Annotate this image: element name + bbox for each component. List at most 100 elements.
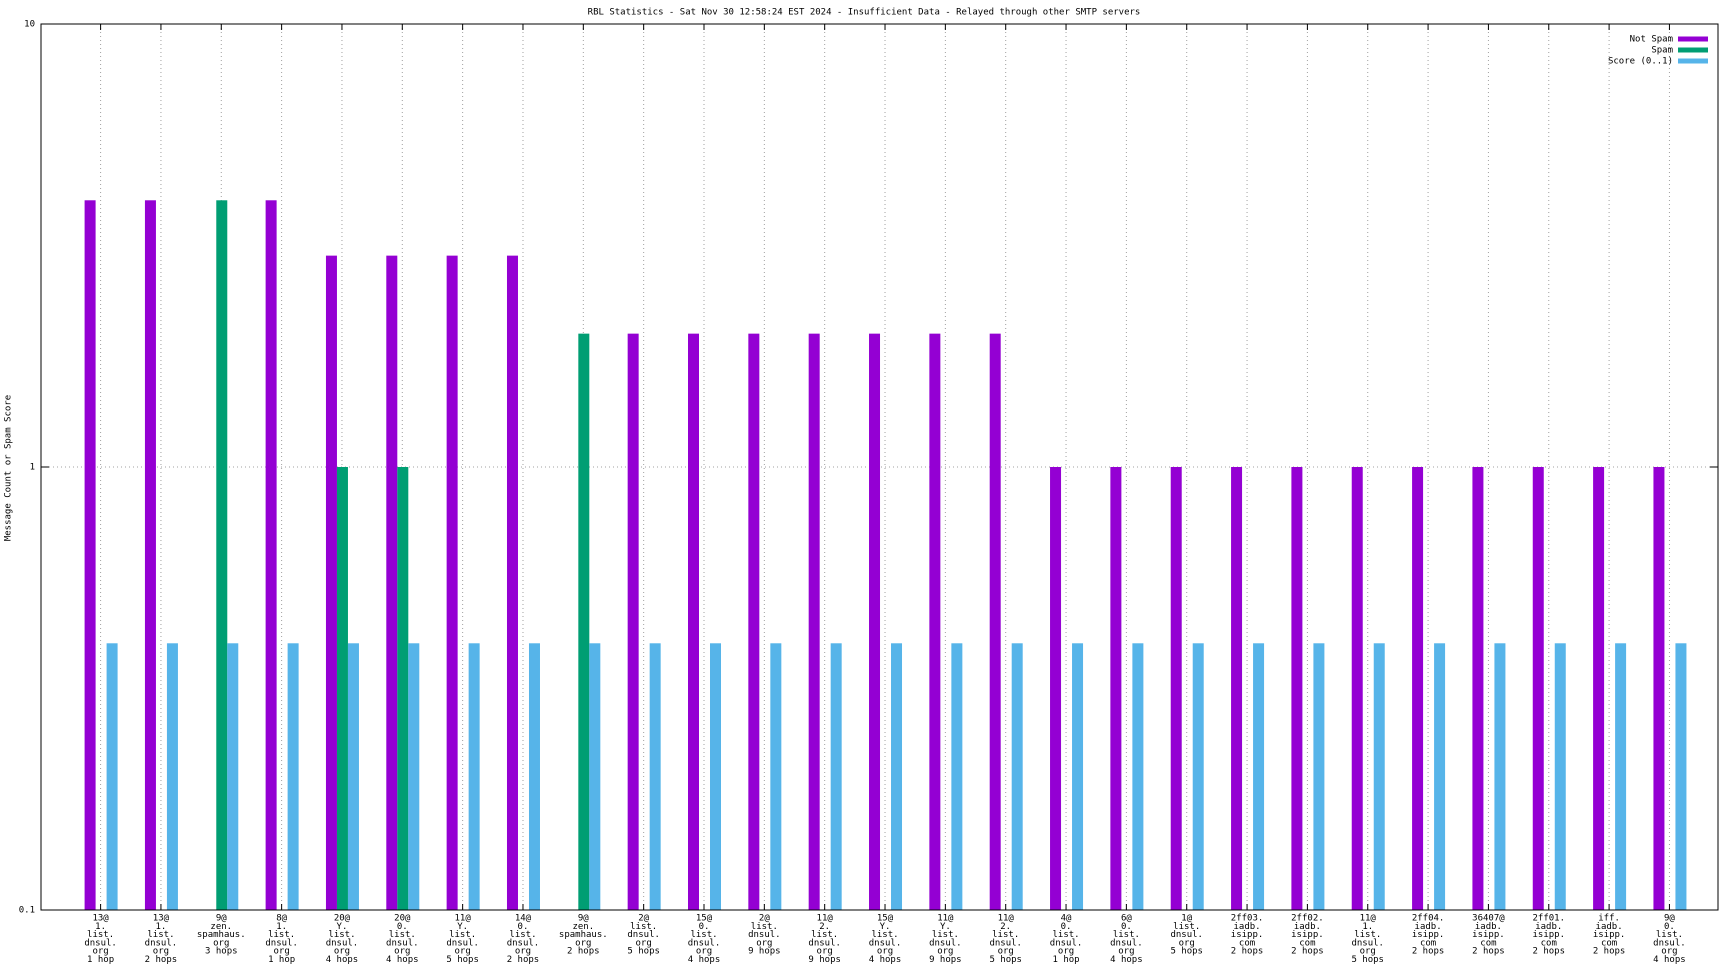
bar	[770, 643, 782, 910]
x-tick-label: iadb.	[1415, 922, 1442, 932]
x-tick-label: 11@	[1360, 914, 1377, 924]
bar	[468, 643, 480, 910]
x-tick-label: org	[696, 947, 712, 957]
bar	[951, 643, 963, 910]
bar	[1192, 643, 1204, 910]
bar	[1231, 467, 1243, 910]
x-tick-label: zen.	[210, 922, 232, 932]
bar	[1615, 643, 1627, 910]
bar	[408, 643, 420, 910]
bar	[1494, 643, 1506, 910]
bar	[216, 200, 228, 911]
x-tick-label: org	[213, 938, 229, 948]
x-tick-label: org	[817, 947, 833, 957]
x-tick-label: 11@	[817, 914, 834, 924]
bar	[1554, 643, 1566, 910]
x-tick-label: 4 hops	[326, 955, 359, 965]
x-tick-label: org	[334, 947, 350, 957]
bar	[929, 333, 941, 911]
x-tick-label: org	[877, 947, 893, 957]
x-tick-label: com	[1480, 938, 1496, 948]
x-tick-label: iadb.	[1535, 922, 1562, 932]
x-tick-label: list.	[268, 930, 295, 940]
bar	[1291, 467, 1303, 910]
x-tick-label: zen.	[572, 922, 594, 932]
x-tick-label: com	[1420, 938, 1436, 948]
bar	[265, 200, 277, 911]
x-tick-label: spamhaus.	[559, 930, 608, 940]
bar	[1373, 643, 1385, 910]
x-tick-label: iff.	[1598, 914, 1620, 924]
x-tick-label: isipp.	[1593, 930, 1626, 940]
bar	[106, 643, 118, 910]
x-tick-label: 2ff04.	[1412, 914, 1445, 924]
x-tick-label: dnsul.	[1170, 930, 1203, 940]
x-tick-label: 2ff03.	[1231, 914, 1264, 924]
bar	[1072, 643, 1084, 910]
x-tick-label: list.	[1113, 930, 1140, 940]
x-tick-label: Y.	[940, 922, 951, 932]
x-tick-label: 11@	[998, 914, 1015, 924]
legend-label: Score (0..1)	[1608, 57, 1673, 67]
x-tick-label: 1@	[1181, 914, 1192, 924]
bar	[627, 333, 639, 911]
x-tick-label: org	[756, 938, 772, 948]
x-tick-label: Y.	[337, 922, 348, 932]
x-tick-label: dnsul.	[326, 938, 359, 948]
x-tick-label: isipp.	[1533, 930, 1566, 940]
bar	[227, 643, 239, 910]
bar	[1472, 467, 1484, 910]
x-tick-label: 5 hops	[1170, 947, 1203, 957]
x-tick-label: list.	[690, 930, 717, 940]
x-tick-label: list.	[1354, 930, 1381, 940]
x-tick-label: 2ff02.	[1291, 914, 1324, 924]
x-tick-label: 5 hops	[1351, 955, 1384, 965]
bar	[287, 643, 299, 910]
x-tick-label: 9@	[216, 914, 227, 924]
bar	[1532, 467, 1544, 910]
x-tick-label: dnsul.	[627, 930, 660, 940]
legend-label: Not Spam	[1630, 35, 1673, 45]
x-tick-label: 2 hops	[1412, 947, 1445, 957]
bar	[649, 643, 661, 910]
bar	[1434, 643, 1446, 910]
x-tick-label: 8@	[276, 914, 287, 924]
x-tick-label: 1.	[95, 922, 106, 932]
x-tick-label: dnsul.	[929, 938, 962, 948]
bar	[144, 200, 156, 911]
x-tick-label: iadb.	[1294, 922, 1321, 932]
x-tick-label: com	[1299, 938, 1315, 948]
bar	[1132, 643, 1144, 910]
x-tick-label: 36407@	[1472, 914, 1505, 924]
x-tick-label: list.	[389, 930, 416, 940]
x-tick-label: 3 hops	[205, 947, 238, 957]
x-tick-label: Y.	[457, 922, 468, 932]
x-tick-label: list.	[87, 930, 114, 940]
x-tick-label: org	[153, 947, 169, 957]
x-tick-label: list.	[1656, 930, 1683, 940]
bar	[891, 643, 903, 910]
x-tick-label: list.	[328, 930, 355, 940]
x-tick-label: 2 hops	[1472, 947, 1505, 957]
x-tick-label: 4 hops	[1653, 955, 1686, 965]
bar	[1253, 643, 1265, 910]
x-tick-label: org	[394, 947, 410, 957]
y-tick-label: 10	[24, 20, 35, 30]
x-tick-label: dnsul.	[1351, 938, 1384, 948]
x-tick-label: 1 hop	[87, 955, 114, 965]
x-tick-label: 0.	[1121, 922, 1132, 932]
x-tick-label: 4 hops	[386, 955, 419, 965]
x-tick-label: 2 hops	[1291, 947, 1324, 957]
x-tick-label: dnsul.	[748, 930, 781, 940]
x-tick-label: dnsul.	[869, 938, 902, 948]
bar	[528, 643, 540, 910]
y-tick-label: 1	[30, 463, 35, 473]
x-tick-label: list.	[811, 930, 838, 940]
x-tick-label: 2 hops	[145, 955, 178, 965]
x-tick-label: 9@	[1664, 914, 1675, 924]
x-tick-label: dnsul.	[1653, 938, 1686, 948]
x-tick-label: 0.	[518, 922, 529, 932]
x-tick-label: org	[1360, 947, 1376, 957]
x-tick-label: 2.	[819, 922, 830, 932]
